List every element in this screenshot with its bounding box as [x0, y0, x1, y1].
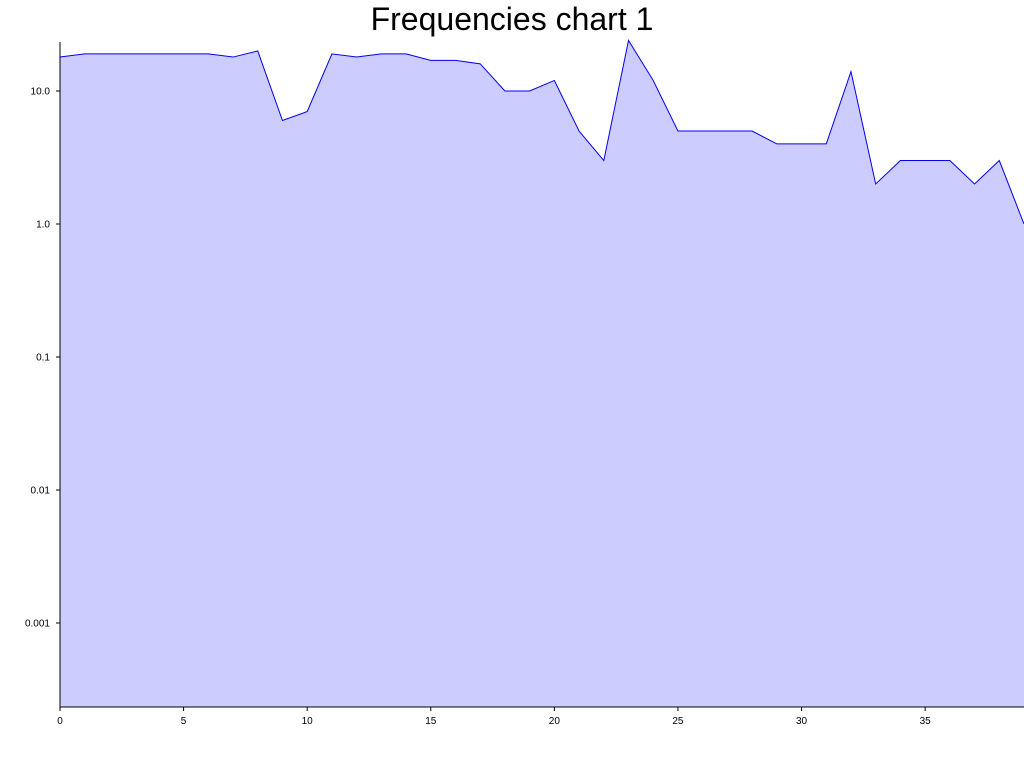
x-tick-label: 10	[302, 716, 314, 727]
y-ticks: 0.001 0.01 0.1 1.0 10.0	[25, 87, 60, 630]
y-tick-label: 0.001	[25, 619, 50, 630]
x-tick-label: 15	[425, 716, 437, 727]
y-tick-label: 0.1	[36, 353, 50, 364]
x-tick-label: 30	[796, 716, 808, 727]
points-layer	[59, 40, 1024, 225]
x-tick-label: 20	[549, 716, 561, 727]
y-tick-label: 1.0	[36, 220, 50, 231]
area-layer	[59, 39, 1024, 708]
x-tick-label: 0	[57, 716, 63, 727]
x-tick-label: 35	[920, 716, 932, 727]
x-tick-label: 25	[672, 716, 684, 727]
y-tick-label: 10.0	[31, 87, 51, 98]
x-ticks: 0 5 10 15 20 25 30 35	[57, 707, 931, 727]
axes-layer	[59, 42, 1024, 708]
area-fill	[60, 40, 1024, 708]
x-tick-label: 5	[181, 716, 187, 727]
series-line	[59, 39, 1024, 225]
chart-title: Frequencies chart 1	[371, 1, 654, 37]
y-tick-label: 0.01	[31, 486, 51, 497]
